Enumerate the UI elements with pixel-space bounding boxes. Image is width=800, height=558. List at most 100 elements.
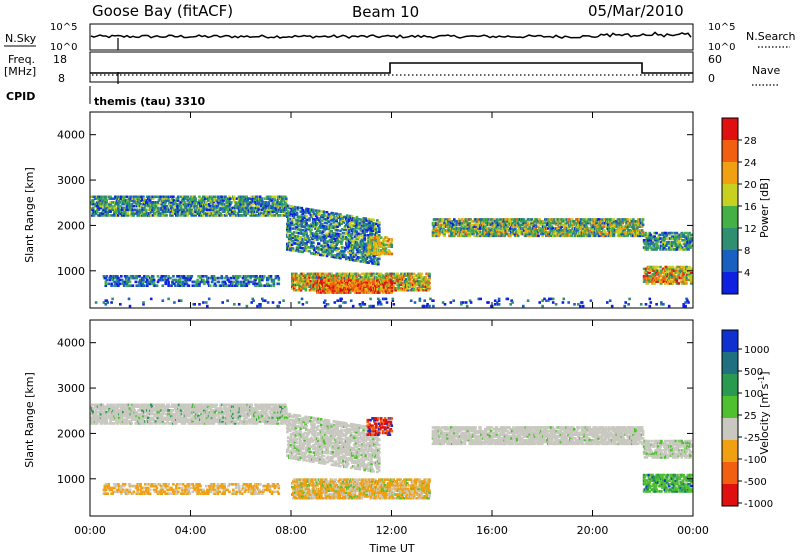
scatter-cell	[169, 277, 172, 280]
scatter-cell	[172, 196, 175, 199]
scatter-cell	[378, 227, 381, 230]
scatter-cell	[318, 210, 321, 213]
date-title: 05/Mar/2010	[588, 2, 684, 20]
scatter-cell	[215, 284, 218, 287]
scatter-cell	[209, 284, 212, 287]
scatter-cell	[370, 236, 373, 239]
scatter-cell	[119, 283, 122, 286]
scatter-cell	[221, 275, 224, 278]
scatter-cell	[218, 281, 221, 284]
scatter-cell	[220, 196, 223, 199]
scatter-cell	[106, 279, 109, 282]
scatter-cell	[312, 209, 315, 212]
cpid-value: themis (tau) 3310	[94, 95, 206, 108]
scatter-cell	[537, 235, 540, 238]
nsearch-label: N.Search	[746, 30, 796, 43]
scatter-cell	[230, 201, 233, 204]
scatter-cell	[312, 242, 315, 245]
scatter-cell	[341, 246, 344, 249]
scatter-cell	[372, 219, 375, 222]
nsearch-tick-top: 10^5	[708, 22, 735, 33]
scatter-cell	[655, 232, 658, 235]
scatter-cell	[378, 221, 381, 224]
station-title: Goose Bay (fitACF)	[92, 2, 233, 20]
scatter-cell	[371, 233, 374, 236]
scatter-cell	[202, 275, 205, 278]
scatter-cell	[391, 244, 394, 247]
scatter-cell	[296, 212, 299, 215]
scatter-cell	[191, 275, 194, 278]
scatter-cell	[642, 218, 645, 221]
scatter-cell	[448, 218, 451, 221]
scatter-cell	[237, 281, 240, 284]
scatter-cell	[120, 275, 123, 278]
scatter-cell	[391, 238, 394, 241]
scatter-cell	[156, 284, 159, 287]
scatter-cell	[135, 281, 138, 284]
scatter-cell	[690, 245, 693, 248]
scatter-cell	[164, 275, 167, 278]
scatter-cell	[388, 238, 391, 241]
scatter-cell	[138, 275, 141, 278]
scatter-cell	[642, 231, 645, 234]
scatter-cell	[214, 277, 217, 280]
scatter-cell	[391, 253, 394, 256]
scatter-cell	[148, 196, 151, 199]
nsky-tick-top: 10^5	[50, 22, 77, 33]
scatter-cell	[157, 275, 160, 278]
nsky-tick-bottom: 10^0	[50, 42, 77, 53]
scatter-cell	[316, 233, 319, 236]
scatter-cell	[642, 224, 645, 227]
scatter-cell	[666, 237, 669, 240]
scatter-cell	[273, 196, 276, 199]
scatter-cell	[292, 247, 295, 250]
scatter-cell	[165, 214, 168, 217]
scatter-cell	[152, 275, 155, 278]
nsky-panel-frame	[90, 24, 693, 50]
scatter-cell	[214, 196, 217, 199]
freq-tick-top: 18	[53, 53, 67, 66]
scatter-cell	[167, 281, 170, 284]
scatter-cell	[278, 277, 281, 280]
scatter-cell	[249, 281, 252, 284]
scatter-cell	[162, 284, 165, 287]
scatter-cell	[351, 237, 354, 240]
scatter-cell	[207, 281, 210, 284]
freq-series	[90, 63, 693, 73]
scatter-cell	[517, 235, 520, 238]
scatter-cell	[270, 275, 273, 278]
scatter-cell	[260, 284, 263, 287]
scatter-cell	[263, 275, 266, 278]
scatter-cell	[337, 247, 340, 250]
scatter-cell	[172, 275, 175, 278]
scatter-cell	[378, 234, 381, 237]
scatter-cell	[105, 199, 108, 202]
scatter-cell	[671, 232, 674, 235]
scatter-cell	[239, 275, 242, 278]
freq-panel-frame	[90, 52, 693, 82]
scatter-cell	[106, 275, 109, 278]
scatter-cell	[143, 284, 146, 287]
freq-tick-bottom: 8	[58, 72, 65, 85]
scatter-cell	[107, 283, 110, 286]
scatter-cell	[285, 197, 288, 200]
scatter-cell	[377, 261, 380, 264]
nave-label: Nave	[752, 64, 780, 77]
scatter-cell	[153, 279, 156, 282]
scatter-cell	[626, 218, 629, 221]
scatter-cell	[278, 283, 281, 286]
scatter-cell	[229, 197, 232, 200]
scatter-cell	[305, 215, 308, 218]
scatter-cell	[174, 284, 177, 287]
scatter-cell	[385, 247, 388, 250]
scatter-cell	[240, 281, 243, 284]
scatter-cell	[323, 211, 326, 214]
nave-tick-top: 60	[708, 53, 722, 66]
scatter-cell	[690, 237, 693, 240]
power-scatter-cells	[90, 196, 693, 308]
scatter-cell	[132, 284, 135, 287]
scatter-cell	[234, 210, 237, 213]
nsky-label: N.Sky	[5, 32, 37, 45]
scatter-cell	[336, 229, 339, 232]
